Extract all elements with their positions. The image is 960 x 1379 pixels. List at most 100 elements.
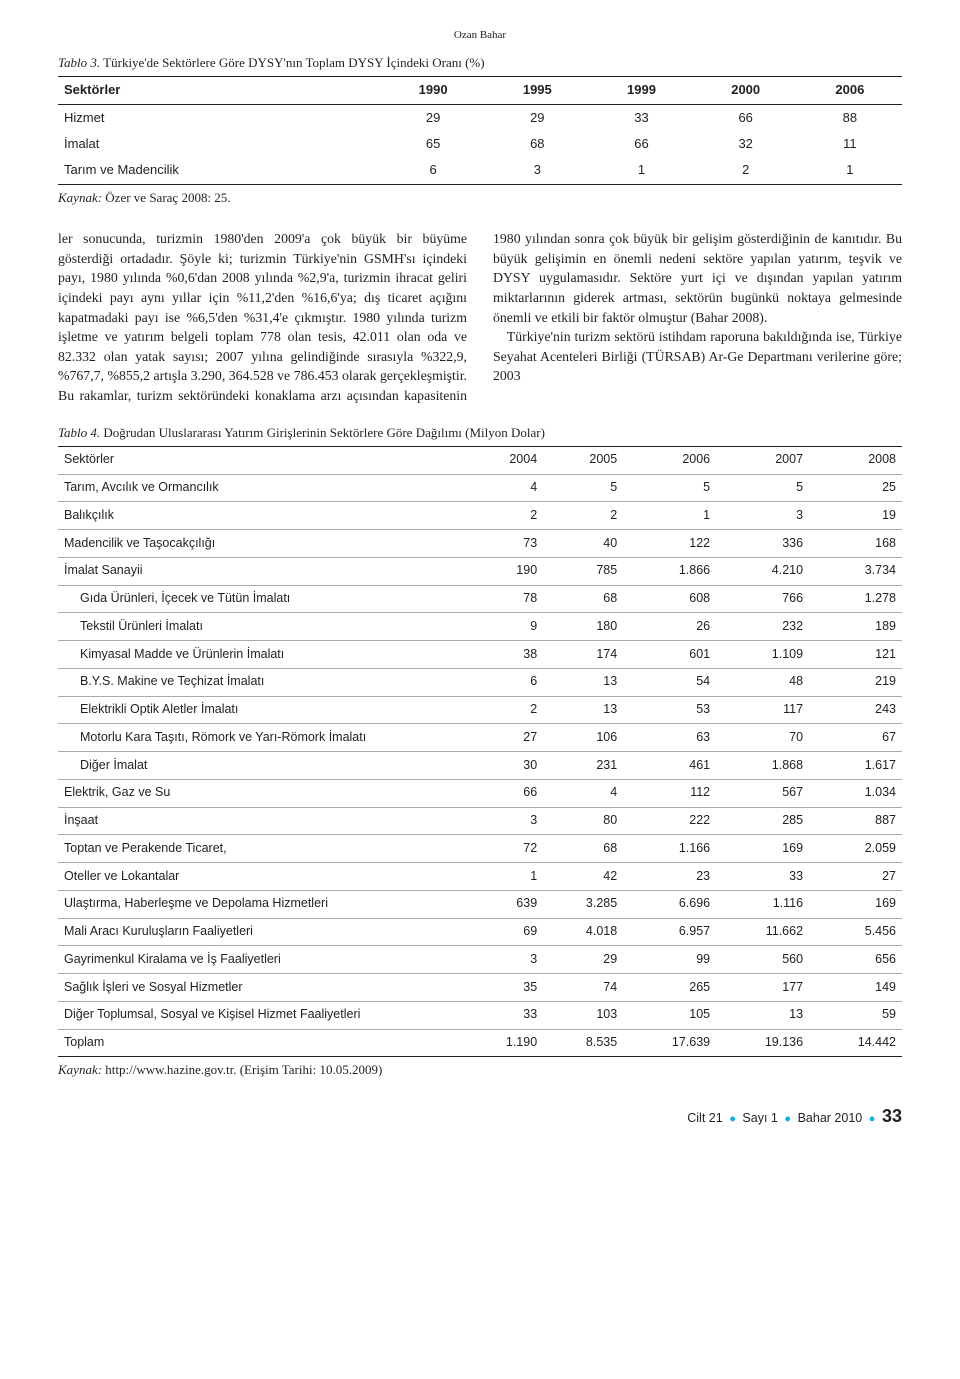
table4-cell: 766 — [716, 585, 809, 613]
table4-cell: 106 — [543, 724, 623, 752]
table4-cell: 1.166 — [623, 835, 716, 863]
table-row: Elektrikli Optik Aletler İmalatı21353117… — [58, 696, 902, 724]
table4-cell: 74 — [543, 974, 623, 1002]
table-row: Elektrik, Gaz ve Su6641125671.034 — [58, 779, 902, 807]
table4-cell: 99 — [623, 946, 716, 974]
table4-cell: 54 — [623, 668, 716, 696]
table4-cell: 1.278 — [809, 585, 902, 613]
table4-cell: 68 — [543, 585, 623, 613]
table3: Sektörler19901995199920002006 Hizmet2929… — [58, 76, 902, 185]
table4-cell: 174 — [543, 641, 623, 669]
bullet-icon: ● — [726, 1113, 739, 1125]
table3-cell: 32 — [694, 131, 798, 157]
table4-cell: 656 — [809, 946, 902, 974]
table4-cell: 38 — [463, 641, 543, 669]
table4-cell: 169 — [716, 835, 809, 863]
table4-cell: 1.617 — [809, 752, 902, 780]
bullet-icon: ● — [781, 1113, 794, 1125]
table4-cell: Balıkçılık — [58, 502, 463, 530]
table4-cell: 285 — [716, 807, 809, 835]
table4-cell: 1.034 — [809, 779, 902, 807]
table4-cell: 11.662 — [716, 918, 809, 946]
table4-cell: 121 — [809, 641, 902, 669]
table4-cell: 23 — [623, 863, 716, 891]
table4-header-cell: 2004 — [463, 446, 543, 474]
table3-cell: 29 — [381, 104, 485, 131]
table4-cell: 72 — [463, 835, 543, 863]
table4-cell: 6 — [463, 668, 543, 696]
table3-header-cell: Sektörler — [58, 77, 381, 104]
table4-cell: Motorlu Kara Taşıtı, Römork ve Yarı-Römo… — [58, 724, 463, 752]
table4-cell: 3 — [463, 807, 543, 835]
table-row: Diğer Toplumsal, Sosyal ve Kişisel Hizme… — [58, 1001, 902, 1029]
table3-cell: 3 — [485, 157, 589, 184]
author-header: Ozan Bahar — [58, 28, 902, 44]
table4-cell: 13 — [543, 668, 623, 696]
table3-cell: 66 — [589, 131, 693, 157]
table4-cell: 601 — [623, 641, 716, 669]
table4-cell: 27 — [809, 863, 902, 891]
table4-cell: 1 — [623, 502, 716, 530]
table4-cell: 68 — [543, 835, 623, 863]
table-row: Diğer İmalat302314611.8681.617 — [58, 752, 902, 780]
table4-cell: 35 — [463, 974, 543, 1002]
table4-cell: Toptan ve Perakende Ticaret, — [58, 835, 463, 863]
table4-cell: 2 — [463, 696, 543, 724]
table4-cell: 1.868 — [716, 752, 809, 780]
table3-cell: 6 — [381, 157, 485, 184]
table4-cell: 3.734 — [809, 557, 902, 585]
table4-cell: Mali Aracı Kuruluşların Faaliyetleri — [58, 918, 463, 946]
table3-header-cell: 1990 — [381, 77, 485, 104]
table4-cell: 13 — [716, 1001, 809, 1029]
table4-cell: 14.442 — [809, 1029, 902, 1057]
bullet-icon: ● — [866, 1113, 879, 1125]
table4-cell: 2.059 — [809, 835, 902, 863]
table-row: Hizmet2929336688 — [58, 104, 902, 131]
table4-cell: 5.456 — [809, 918, 902, 946]
table4-cell: Kimyasal Madde ve Ürünlerin İmalatı — [58, 641, 463, 669]
table4-cell: 219 — [809, 668, 902, 696]
table4-cell: Madencilik ve Taşocakçılığı — [58, 530, 463, 558]
table4-cell: 5 — [623, 474, 716, 502]
table4-cell: 231 — [543, 752, 623, 780]
table4-cell: 48 — [716, 668, 809, 696]
table4-cell: 8.535 — [543, 1029, 623, 1057]
table4-cell: 1.116 — [716, 890, 809, 918]
table4-cell: 13 — [543, 696, 623, 724]
table-row: Tarım ve Madencilik63121 — [58, 157, 902, 184]
table4-cell: 19 — [809, 502, 902, 530]
table4-cell: 608 — [623, 585, 716, 613]
table4-cell: 222 — [623, 807, 716, 835]
page-number: 33 — [882, 1106, 902, 1126]
table4-cell: 70 — [716, 724, 809, 752]
table4-cell: 232 — [716, 613, 809, 641]
table-row: Mali Aracı Kuruluşların Faaliyetleri694.… — [58, 918, 902, 946]
table4-cell: 3.285 — [543, 890, 623, 918]
table4-cell: 73 — [463, 530, 543, 558]
table3-cell: 68 — [485, 131, 589, 157]
table-row: Madencilik ve Taşocakçılığı7340122336168 — [58, 530, 902, 558]
table4-cell: 567 — [716, 779, 809, 807]
table3-cell: 65 — [381, 131, 485, 157]
table4-cell: 336 — [716, 530, 809, 558]
table4-cell: 4.210 — [716, 557, 809, 585]
table4-cell: 53 — [623, 696, 716, 724]
table-row: Gıda Ürünleri, İçecek ve Tütün İmalatı78… — [58, 585, 902, 613]
table4-cell: 169 — [809, 890, 902, 918]
table3-header-cell: 1999 — [589, 77, 693, 104]
table4-cell: Oteller ve Lokantalar — [58, 863, 463, 891]
table3-cell: 66 — [694, 104, 798, 131]
table4-cell: 177 — [716, 974, 809, 1002]
table3-cell: 1 — [589, 157, 693, 184]
table4-cell: Tarım, Avcılık ve Ormancılık — [58, 474, 463, 502]
table4-cell: 5 — [716, 474, 809, 502]
table4-cell: 63 — [623, 724, 716, 752]
table4-cell: 2 — [543, 502, 623, 530]
table3-source-label: Kaynak: — [58, 190, 102, 205]
table-row: Motorlu Kara Taşıtı, Römork ve Yarı-Römo… — [58, 724, 902, 752]
table-row: Ulaştırma, Haberleşme ve Depolama Hizmet… — [58, 890, 902, 918]
table4-cell: 26 — [623, 613, 716, 641]
table4-header-cell: Sektörler — [58, 446, 463, 474]
table4-cell: 59 — [809, 1001, 902, 1029]
footer-season: Bahar 2010 — [798, 1111, 863, 1125]
